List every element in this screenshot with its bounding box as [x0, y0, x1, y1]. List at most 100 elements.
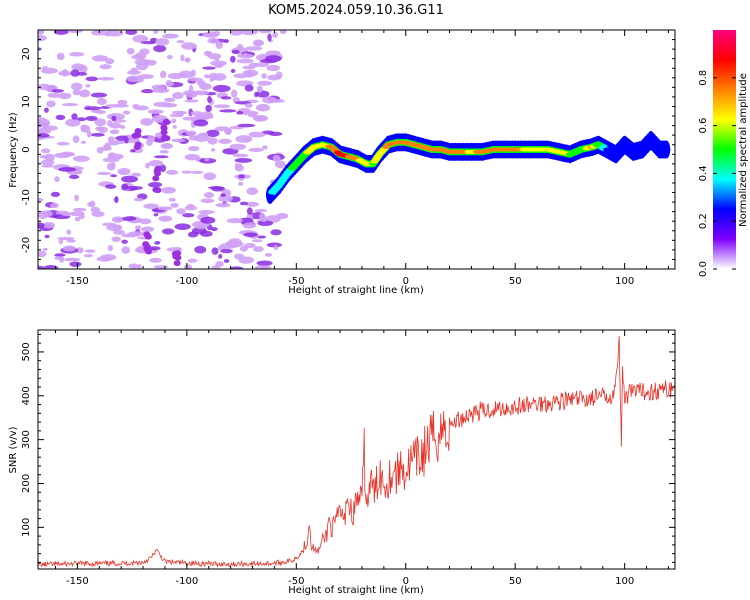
noise-speckle: [256, 85, 263, 93]
y-tick-label: -10: [21, 189, 32, 205]
noise-speckle: [254, 265, 272, 269]
noise-speckle: [42, 119, 51, 127]
snr-y-label: SNR (v/v): [8, 426, 19, 473]
noise-speckle: [121, 175, 138, 183]
noise-speckle: [55, 114, 66, 121]
noise-speckle: [38, 197, 44, 202]
noise-speckle: [238, 181, 244, 186]
noise-speckle: [105, 184, 117, 189]
spectrogram-y-label: Frequency (Hz): [8, 112, 19, 188]
noise-speckle: [140, 118, 154, 126]
colorbar-label: Normalized spectral amplitude: [738, 73, 749, 227]
noise-speckle: [121, 239, 128, 244]
noise-speckle: [107, 245, 113, 252]
noise-speckle: [161, 102, 178, 108]
noise-speckle: [219, 242, 237, 249]
chart-title: KOM5.2024.059.10.36.G11: [268, 3, 444, 18]
noise-speckle: [203, 172, 217, 181]
noise-speckle: [172, 125, 177, 129]
noise-speckle: [219, 109, 237, 113]
noise-speckle: [254, 39, 265, 46]
noise-blob: [133, 144, 141, 151]
noise-speckle: [207, 137, 218, 145]
noise-speckle: [42, 221, 55, 229]
noise-speckle: [85, 115, 98, 122]
noise-speckle: [126, 75, 142, 83]
noise-speckle: [148, 160, 164, 167]
x-tick-label: 0: [403, 576, 409, 587]
noise-speckle: [239, 201, 249, 206]
noise-speckle: [176, 40, 185, 44]
noise-speckle: [233, 73, 249, 79]
noise-speckle: [38, 34, 47, 42]
noise-speckle: [105, 104, 121, 108]
noise-speckle: [167, 54, 173, 60]
noise-speckle: [78, 64, 88, 73]
noise-speckle: [100, 254, 117, 261]
noise-speckle: [127, 70, 141, 75]
noise-speckle: [176, 208, 186, 215]
noise-speckle: [120, 125, 126, 130]
noise-speckle: [51, 89, 64, 93]
noise-speckle: [127, 231, 146, 237]
noise-speckle: [209, 72, 218, 81]
noise-speckle: [226, 218, 243, 224]
noise-speckle: [153, 44, 167, 53]
noise-speckle: [38, 30, 45, 35]
noise-speckle: [182, 213, 195, 218]
noise-speckle: [261, 130, 275, 135]
noise-speckle: [68, 30, 83, 34]
noise-speckle: [162, 228, 175, 235]
noise-speckle: [240, 30, 258, 36]
noise-speckle: [266, 242, 282, 248]
noise-speckle: [207, 37, 220, 44]
noise-speckle: [186, 203, 195, 209]
noise-speckle: [184, 99, 199, 103]
x-tick-label: 0: [403, 276, 409, 287]
spectrogram-y-ticks: 20 10 0 -10 -20: [21, 29, 675, 270]
y-tick-label: 0: [21, 146, 32, 152]
noise-speckle: [153, 213, 159, 217]
noise-speckle: [207, 96, 212, 103]
noise-speckle: [65, 118, 81, 127]
snr-x-label: Height of straight line (km): [288, 585, 424, 596]
noise-speckle: [210, 227, 218, 232]
x-tick-label: 100: [615, 276, 634, 287]
y-tick-label: 500: [21, 342, 32, 361]
noise-speckle: [232, 153, 249, 158]
noise-speckle: [213, 30, 220, 37]
noise-speckle: [265, 55, 282, 63]
noise-speckle: [62, 245, 76, 252]
noise-speckle: [40, 67, 58, 74]
noise-speckle: [198, 132, 209, 136]
colorbar-tick-label: 0.2: [698, 213, 709, 229]
noise-speckle: [91, 211, 105, 217]
noise-speckle: [146, 138, 153, 146]
noise-speckle: [199, 83, 212, 90]
noise-speckle: [238, 256, 254, 264]
noise-speckle: [107, 136, 115, 143]
noise-speckle: [131, 172, 142, 177]
noise-speckle: [140, 41, 157, 45]
noise-speckle: [237, 123, 256, 128]
noise-blob: [173, 260, 181, 267]
noise-speckle: [58, 167, 77, 172]
noise-speckle: [79, 214, 85, 220]
noise-speckle: [205, 104, 212, 113]
y-tick-label: 300: [21, 430, 32, 449]
noise-speckle: [111, 115, 117, 121]
noise-speckle: [140, 88, 155, 94]
spectrogram-frame: [37, 29, 676, 270]
noise-speckle: [84, 249, 96, 253]
noise-speckle: [97, 76, 115, 81]
noise-speckle: [148, 246, 161, 251]
noise-speckle: [111, 161, 116, 170]
noise-speckle: [243, 232, 258, 238]
noise-speckle: [140, 226, 155, 233]
noise-speckle: [264, 252, 273, 257]
noise-speckle: [229, 266, 244, 269]
noise-speckle: [90, 92, 108, 98]
noise-speckle: [193, 90, 210, 96]
colorbar-tick-label: 0.4: [698, 165, 709, 181]
